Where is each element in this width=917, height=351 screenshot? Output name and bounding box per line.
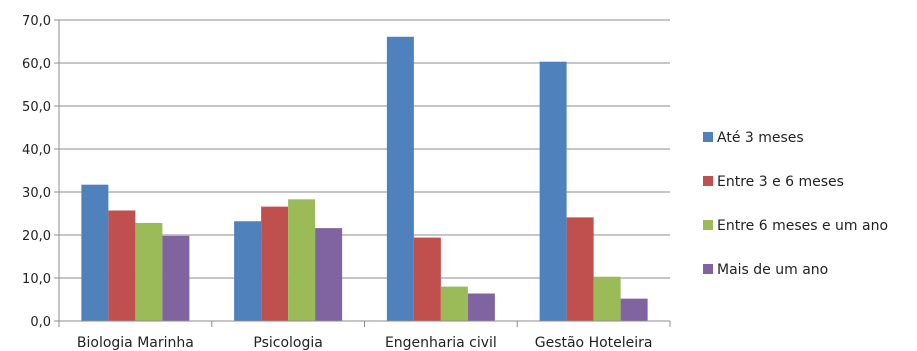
legend-swatch [703, 220, 713, 230]
bar [108, 210, 136, 321]
legend-swatch [703, 132, 713, 142]
legend-label: Mais de um ano [717, 262, 828, 278]
x-tick-label: Psicologia [253, 335, 322, 351]
bar [566, 217, 594, 321]
legend-label: Entre 6 meses e um ano [717, 218, 888, 234]
bar [467, 293, 495, 321]
legend-label: Até 3 meses [717, 130, 804, 146]
x-tick-label: Engenharia civil [385, 335, 497, 351]
bar [81, 184, 109, 321]
y-tick-label: 20,0 [22, 229, 51, 244]
x-axis-categories: Biologia Marinha Psicologia Engenharia civ… [77, 335, 653, 351]
y-tick-label: 40,0 [22, 143, 51, 158]
bars [81, 36, 648, 322]
y-tick-label: 30,0 [22, 186, 51, 201]
legend-swatch [703, 264, 713, 274]
bar [620, 298, 648, 321]
y-tick-label: 10,0 [22, 272, 51, 287]
y-tick-label: 50,0 [22, 100, 51, 115]
y-tick-label: 60,0 [22, 57, 51, 72]
x-tick-label: Gestão Hoteleira [535, 335, 653, 351]
bar [440, 286, 468, 321]
y-tick-label: 70,0 [22, 14, 51, 29]
bar [539, 61, 567, 322]
legend: Até 3 meses Entre 3 e 6 meses Entre 6 mese… [703, 130, 888, 278]
axes [58, 20, 671, 327]
x-tick-label: Biologia Marinha [77, 335, 194, 351]
bar [386, 36, 414, 322]
legend-label: Entre 3 e 6 meses [717, 174, 844, 190]
bar [315, 228, 343, 321]
bar [261, 206, 289, 321]
bar [234, 221, 262, 321]
legend-swatch [703, 176, 713, 186]
bar [413, 237, 441, 321]
y-tick-label: 0,0 [30, 315, 51, 330]
bar [593, 276, 621, 321]
bar [135, 222, 163, 321]
y-axis-ticks: 0,0 10,0 20,0 30,0 40,0 50,0 60,0 70,0 [22, 14, 59, 330]
bar [162, 235, 190, 321]
bar [288, 199, 316, 321]
